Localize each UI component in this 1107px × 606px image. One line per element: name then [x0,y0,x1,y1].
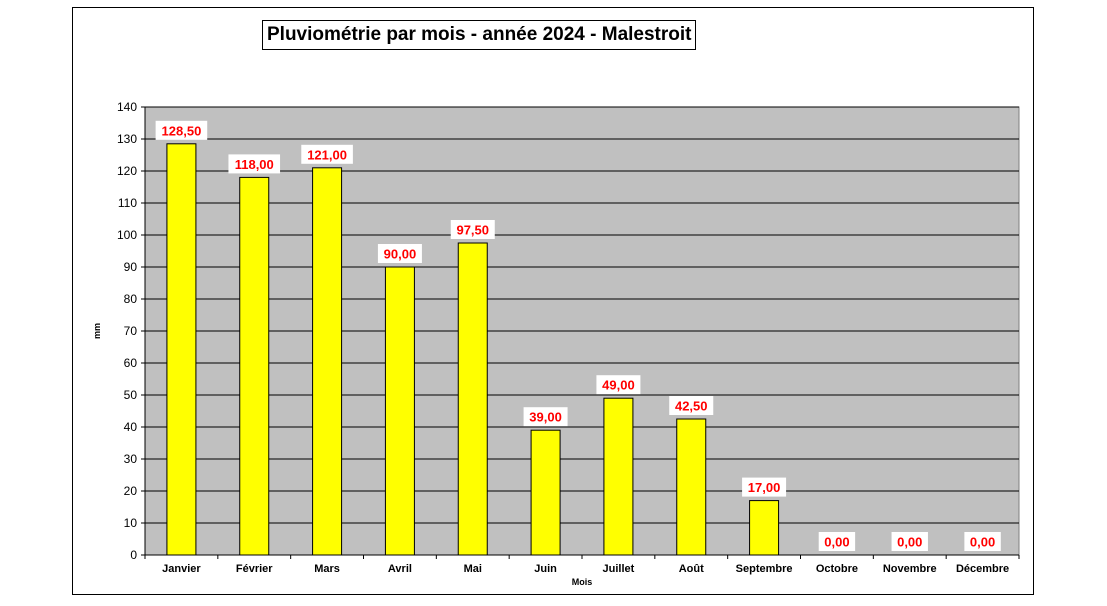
data-label: 90,00 [377,244,422,263]
data-label-box [523,407,568,427]
x-tick-label: Août [679,563,704,575]
x-tick-label: Mars [314,563,340,575]
x-tick-label: Novembre [883,563,937,575]
y-tick-label: 120 [117,164,137,178]
y-tick-label: 90 [124,260,138,274]
data-label: 118,00 [228,154,281,174]
data-label-text: 128,50 [162,123,202,138]
y-tick-label: 0 [130,548,137,562]
chart-title: Pluviométrie par mois - année 2024 - Mal… [262,20,697,50]
data-label: 0,00 [818,532,856,551]
data-labels: 128,50 118,00 121,00 90,00 97,50 39,00 49,00 42… [155,120,1001,551]
data-label: 17,00 [742,477,787,497]
data-label-box [450,220,495,239]
data-label-box [818,532,856,551]
y-tick-label: 40 [124,420,138,434]
grid-lines [145,106,1019,524]
x-tick-label: Mai [464,563,482,575]
y-axis-title: mm [92,323,102,339]
bar [603,397,634,556]
y-tick-label: 100 [117,228,137,242]
bar [676,418,707,556]
x-tick-label: Septembre [736,563,793,575]
y-tick-label: 80 [124,292,138,306]
x-tick-label: Octobre [816,563,858,575]
data-label: 97,50 [450,220,495,239]
x-tick-label: Décembre [956,563,1009,575]
bar [384,266,415,556]
data-label-box [155,120,208,140]
bar [166,143,197,556]
data-label-text: 42,50 [675,399,708,414]
x-tick-label: Juillet [603,563,635,575]
x-tick-label: Janvier [162,563,201,575]
data-label-box [596,375,641,395]
data-label: 0,00 [964,532,1001,551]
data-label-text: 17,00 [748,480,781,495]
x-axis-title: Mois [572,577,593,587]
y-tick-label: 60 [124,356,138,370]
y-tick-label: 20 [124,484,138,498]
y-tick-label: 30 [124,452,138,466]
data-label: 121,00 [301,144,353,164]
y-tick-label: 10 [124,516,138,530]
bar [312,167,343,556]
data-label-box [228,154,281,174]
data-label-text: 39,00 [529,410,562,425]
data-label: 39,00 [523,407,568,427]
y-tick-label: 140 [117,100,137,114]
x-tick-label: Février [236,563,273,575]
y-tick-label: 70 [124,324,138,338]
data-label-text: 49,00 [602,378,635,393]
data-label-text: 0,00 [824,535,849,550]
data-label-box [669,396,714,415]
y-tick-label: 50 [124,388,138,402]
x-axis: Janvier Février Mars Avril Mai Juin Juillet Aoû… [144,554,1020,575]
data-label-text: 118,00 [235,157,274,172]
data-label-box [891,532,928,551]
y-tick-label: 110 [118,196,137,210]
bar [239,176,270,556]
bars [166,143,780,556]
data-label-box [377,244,422,263]
data-label-text: 97,50 [456,223,489,238]
y-axis: 0 10 20 30 40 50 60 70 80 90 100 110 120 130 140 [117,100,146,562]
y-tick-label: 130 [117,132,137,146]
data-label-text: 121,00 [307,147,347,162]
data-label: 42,50 [669,396,714,415]
x-tick-label: Avril [388,563,412,575]
data-label: 128,50 [155,120,208,140]
x-tick-label: Juin [534,563,557,575]
data-label-box [301,144,353,164]
bar [457,242,488,556]
data-label: 49,00 [596,375,641,395]
data-label-box [742,477,787,497]
data-label-text: 0,00 [970,535,995,550]
data-label-text: 0,00 [897,535,922,550]
bar [749,500,780,556]
bar [530,429,561,556]
data-label-text: 90,00 [384,247,417,262]
data-label: 0,00 [891,532,928,551]
data-label-box [964,532,1001,551]
